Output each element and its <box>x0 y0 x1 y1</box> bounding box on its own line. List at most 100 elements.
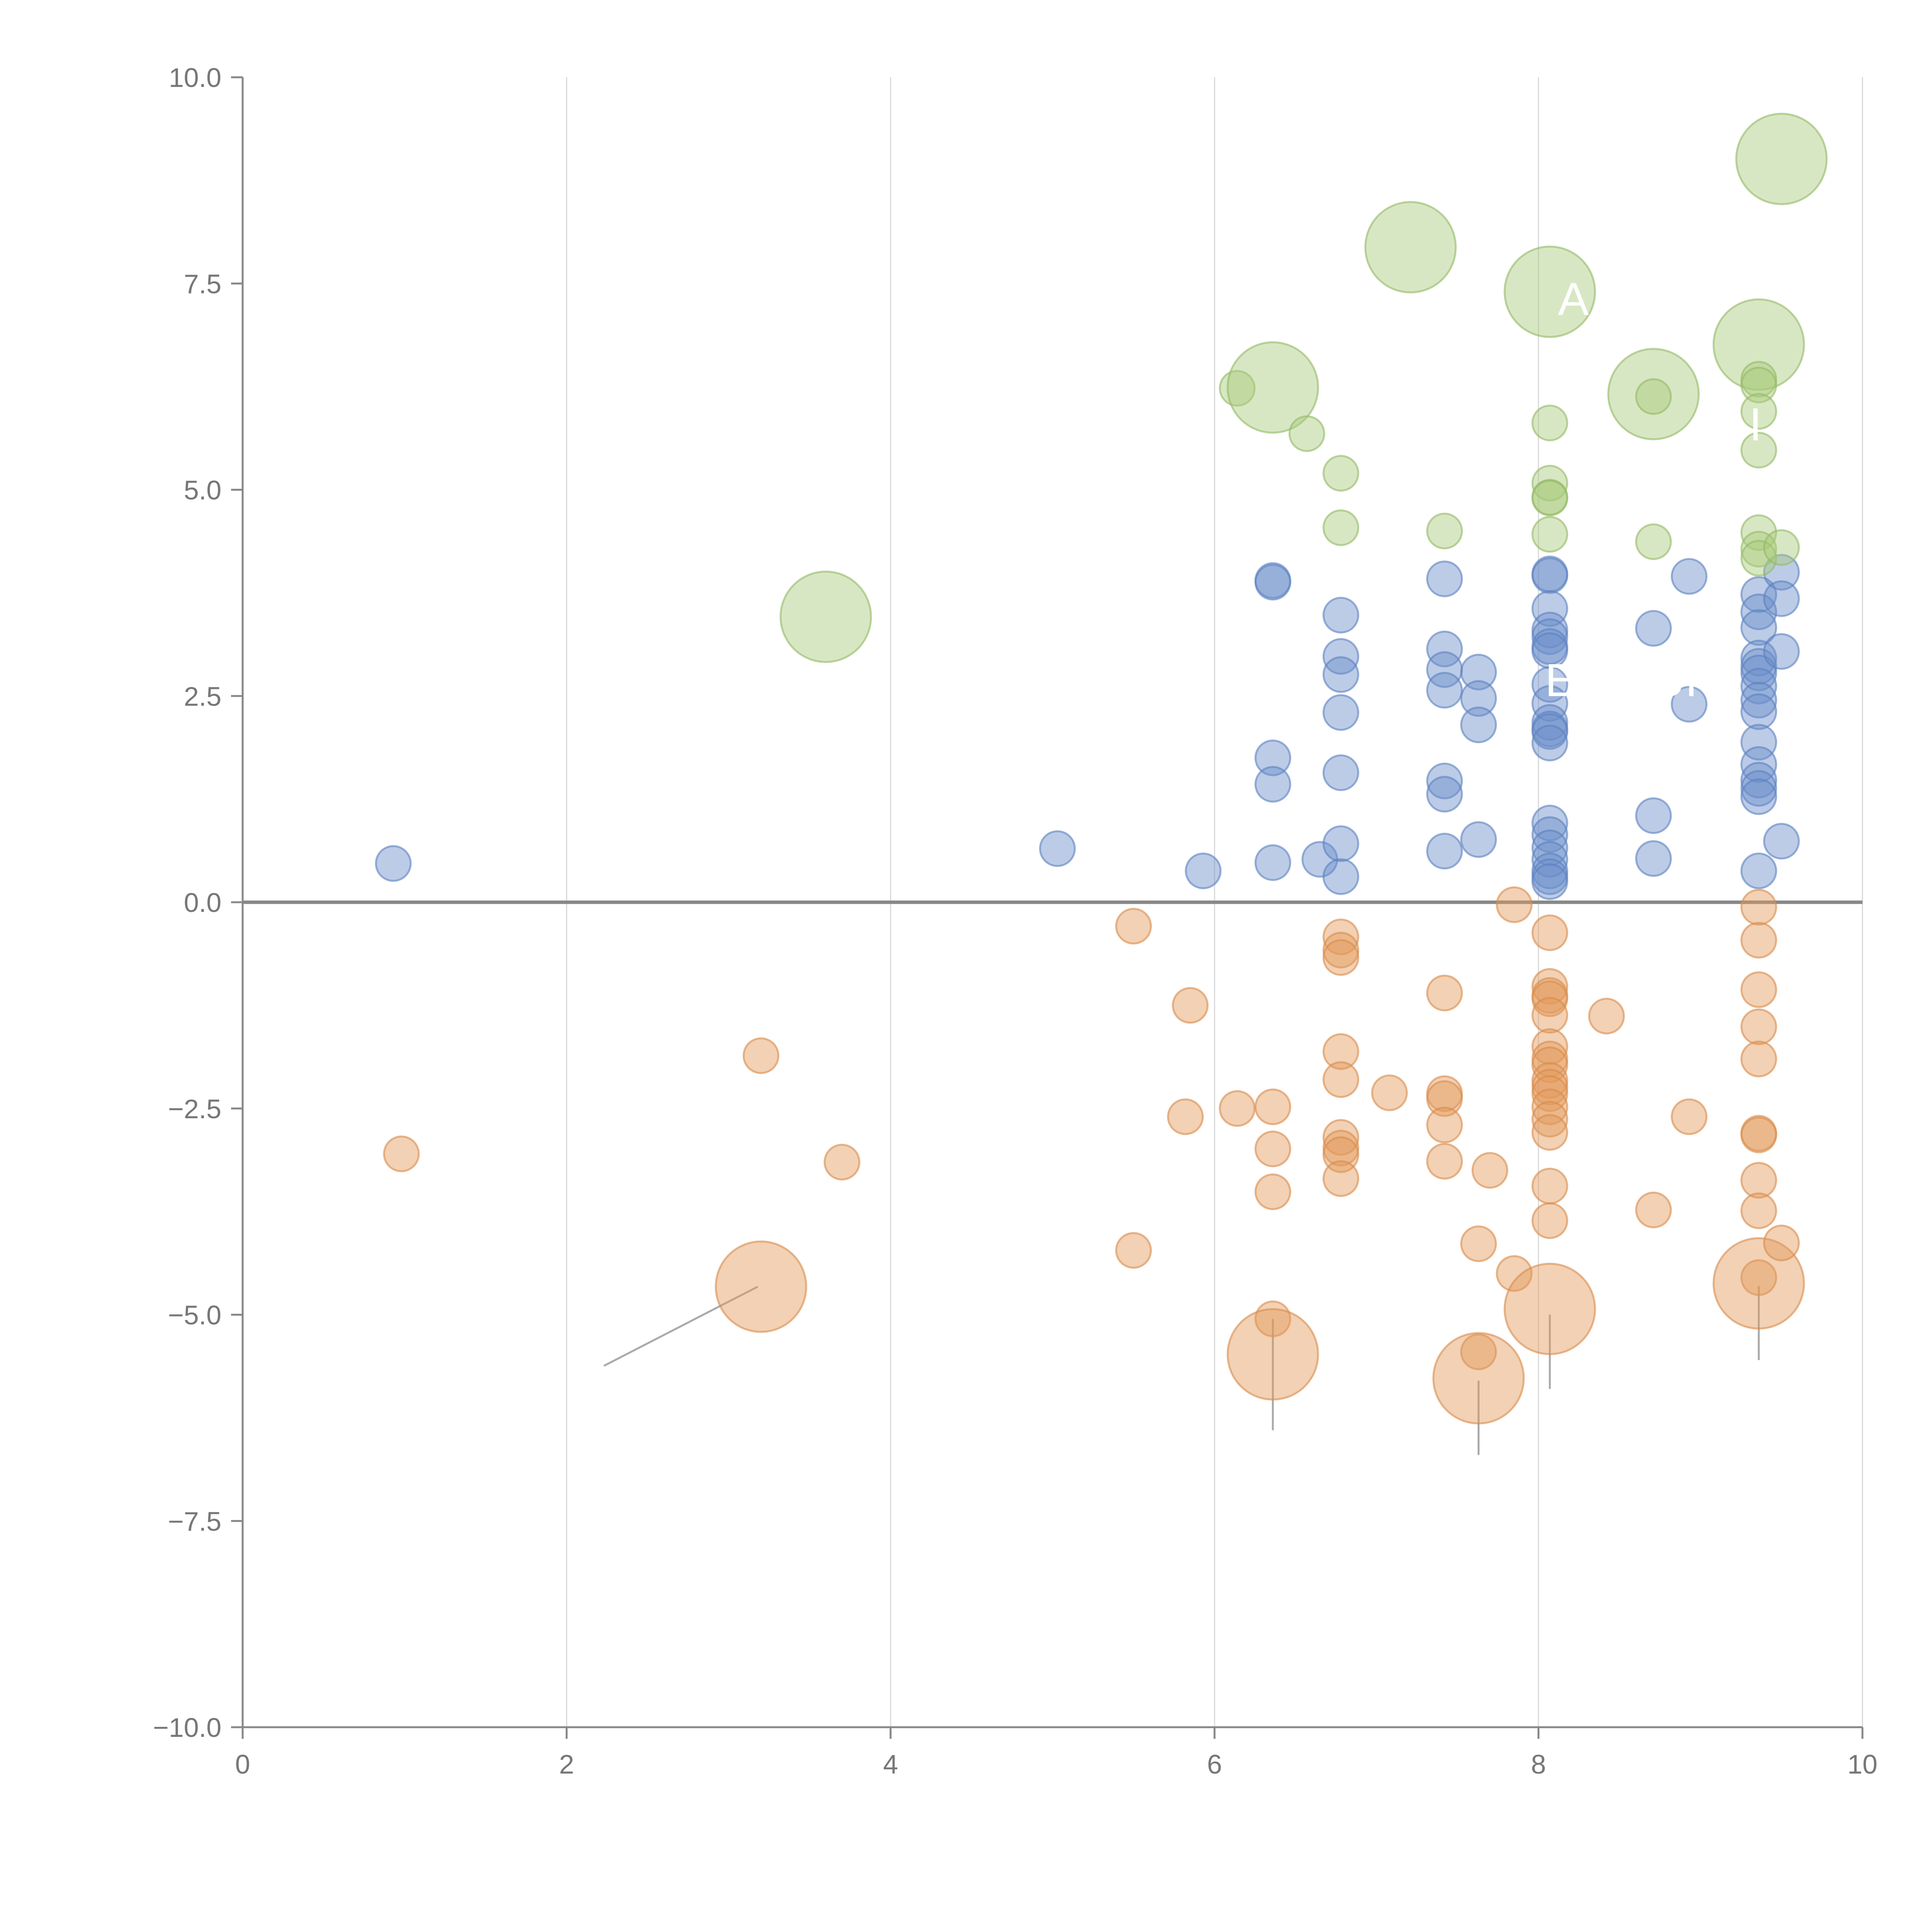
points-layer <box>375 112 1828 1425</box>
data-point <box>1426 975 1463 1012</box>
data-point <box>1740 1041 1777 1078</box>
data-point <box>1763 633 1800 670</box>
data-point <box>1531 1114 1568 1151</box>
data-point <box>1531 1075 1568 1112</box>
data-point <box>1254 564 1291 601</box>
data-point <box>1740 540 1777 577</box>
leader-line <box>1664 621 1669 647</box>
y-tick-label: −2.5 <box>168 1094 221 1124</box>
data-point <box>1531 557 1568 594</box>
data-point <box>1531 685 1568 722</box>
data-point <box>1288 415 1325 452</box>
data-point <box>1503 245 1596 338</box>
data-point <box>1322 597 1359 634</box>
data-point <box>1740 971 1777 1008</box>
x-tick-label: 6 <box>1207 1749 1222 1779</box>
data-point <box>1115 1232 1152 1269</box>
leader-line <box>1554 291 1588 305</box>
data-point <box>1460 1225 1497 1262</box>
data-point <box>1635 610 1672 647</box>
data-point <box>1740 770 1777 807</box>
y-tick-label: −10.0 <box>153 1713 221 1743</box>
series-negative <box>383 886 1805 1425</box>
data-point <box>1635 840 1672 877</box>
data-point <box>1503 1263 1596 1355</box>
data-point <box>1254 1088 1291 1125</box>
data-point <box>1635 378 1672 415</box>
data-point <box>1254 739 1291 776</box>
data-point <box>1432 1332 1525 1425</box>
data-point <box>375 845 412 882</box>
x-tick-label: 2 <box>559 1749 574 1779</box>
data-point <box>1322 1061 1359 1098</box>
data-point <box>1740 1192 1777 1229</box>
leader-line <box>603 1286 759 1367</box>
data-point <box>1670 686 1708 723</box>
data-point <box>1185 852 1222 889</box>
data-point <box>1460 653 1497 690</box>
data-point <box>1531 1046 1568 1083</box>
series-positive <box>375 554 1800 900</box>
data-point <box>1740 654 1777 691</box>
data-point <box>1740 366 1777 403</box>
y-tick-label: 10.0 <box>169 63 221 93</box>
data-point <box>1167 1098 1204 1135</box>
data-point <box>1740 1008 1777 1045</box>
data-point <box>1531 914 1568 951</box>
data-point <box>1531 590 1568 627</box>
data-point <box>1531 863 1568 900</box>
data-point <box>1219 1090 1256 1127</box>
data-point <box>1496 1255 1533 1292</box>
data-point <box>823 1144 861 1181</box>
data-point <box>1740 922 1777 959</box>
data-point <box>1740 639 1777 677</box>
data-point <box>1531 713 1568 750</box>
x-tick-label: 0 <box>235 1749 250 1779</box>
data-point <box>1496 886 1533 923</box>
leader-line <box>1413 221 1429 240</box>
leader-layer <box>603 157 1782 1455</box>
data-point <box>1531 1202 1568 1239</box>
data-point <box>1740 724 1777 761</box>
data-point <box>1322 754 1359 791</box>
data-point <box>1531 516 1568 553</box>
data-point <box>1322 656 1359 693</box>
y-tick-label: 7.5 <box>184 269 221 299</box>
annotation-label: I <box>1749 398 1762 450</box>
leader-line <box>1683 555 1693 589</box>
data-point <box>1713 298 1805 391</box>
data-point <box>1740 889 1777 926</box>
annotation-label: E <box>1545 654 1576 706</box>
data-point <box>1460 680 1497 717</box>
data-point <box>1740 1162 1777 1199</box>
data-point <box>1670 558 1708 595</box>
annotation-label: A <box>1558 273 1589 325</box>
data-point <box>1763 580 1800 617</box>
data-point <box>1531 968 1568 1005</box>
data-point <box>1471 1152 1509 1189</box>
data-point <box>1254 1173 1291 1210</box>
annotation-layer: A I E UK <box>1545 273 1762 706</box>
data-point <box>1740 609 1777 646</box>
data-point <box>1531 480 1568 517</box>
x-tick-label: 10 <box>1847 1749 1878 1779</box>
data-point <box>1740 432 1777 469</box>
data-point <box>1322 455 1359 492</box>
data-point <box>714 1240 807 1333</box>
data-point <box>1322 1033 1359 1070</box>
data-point <box>742 1037 779 1074</box>
data-point <box>1172 987 1209 1024</box>
data-point <box>1426 1143 1463 1180</box>
y-tick-label: −5.0 <box>168 1300 221 1330</box>
data-point <box>1039 830 1076 867</box>
data-point <box>1426 762 1463 799</box>
axes-layer: 0 2 4 6 8 10 −10.0 −7.5 −5.0 −2.5 0.0 2.5 5.0 7.5 10.0 <box>153 63 1878 1779</box>
data-point <box>383 1135 420 1172</box>
data-point <box>1531 618 1568 655</box>
y-tick-label: 5.0 <box>184 475 221 505</box>
data-point <box>1740 668 1777 705</box>
data-point <box>1322 509 1359 546</box>
data-point <box>1254 844 1291 881</box>
data-point <box>1740 778 1777 815</box>
